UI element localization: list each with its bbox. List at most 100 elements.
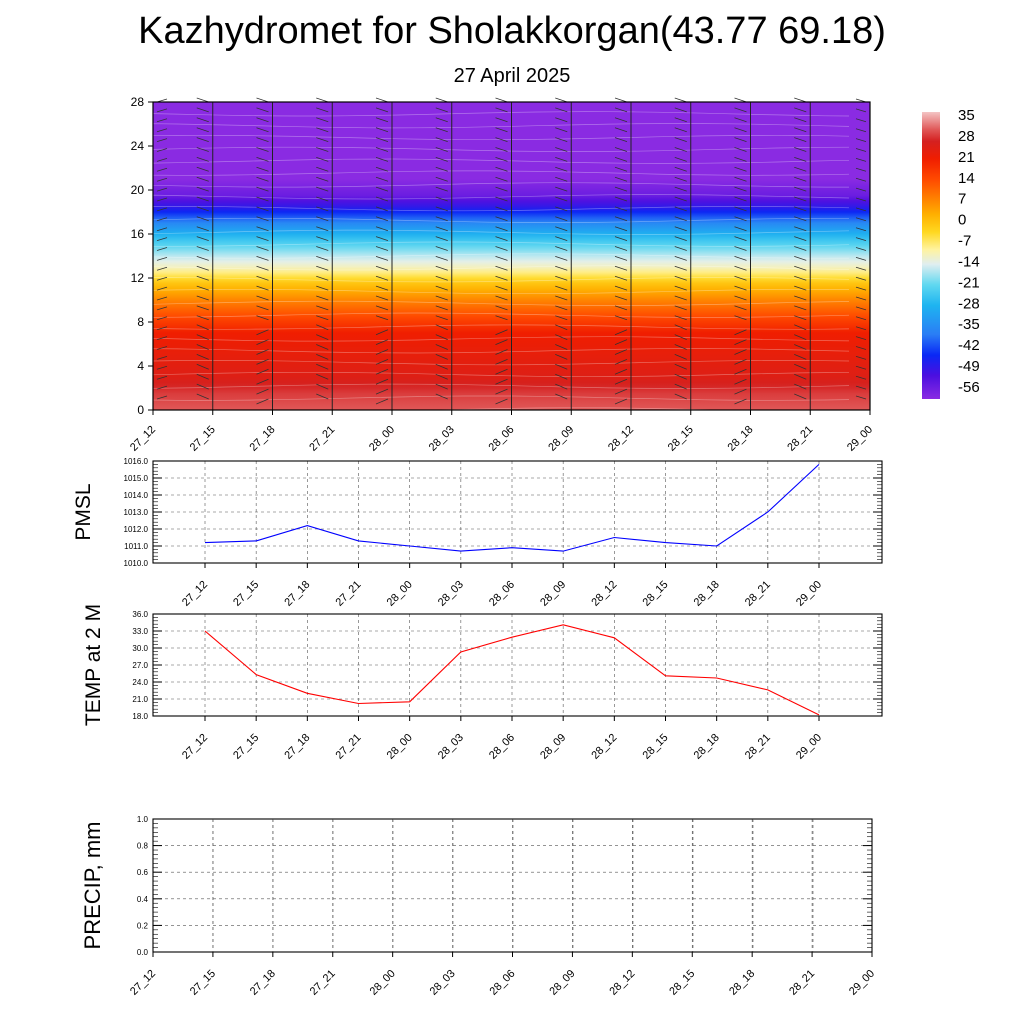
x-tick-label: 28_21 xyxy=(787,968,817,998)
wind-barb xyxy=(555,363,568,370)
contour-line xyxy=(152,206,850,212)
wind-barb xyxy=(734,107,747,113)
wind-barb xyxy=(614,236,628,241)
wind-barb xyxy=(495,147,508,152)
wind-barb xyxy=(375,305,389,311)
contour-line xyxy=(152,253,850,259)
wind-barb xyxy=(375,388,389,395)
series-line xyxy=(204,463,820,552)
wind-barb xyxy=(495,226,508,232)
wind-barb xyxy=(855,148,867,152)
colorbar-label: 35 xyxy=(958,107,975,124)
wind-barb xyxy=(316,275,329,281)
wind-barb xyxy=(614,137,628,142)
wind-barb xyxy=(196,354,209,360)
wind-barb xyxy=(256,196,269,202)
wind-barb xyxy=(196,186,209,192)
wind-barb xyxy=(614,329,628,336)
wind-barb xyxy=(794,354,807,360)
y-axis-label: PMSL xyxy=(72,483,95,540)
wind-barb xyxy=(555,157,568,162)
wind-barb xyxy=(375,265,389,271)
wind-barb xyxy=(734,398,747,405)
wind-barb xyxy=(256,206,269,212)
wind-barb xyxy=(375,329,389,336)
wind-barb xyxy=(375,226,389,232)
wind-barb xyxy=(435,176,448,182)
wind-barb xyxy=(734,166,747,172)
wind-barb xyxy=(256,157,269,162)
wind-barb xyxy=(256,295,269,301)
wind-barb xyxy=(196,383,209,390)
contour-line xyxy=(152,229,850,235)
colorbar-label: 7 xyxy=(958,191,966,208)
wind-barb xyxy=(855,336,867,340)
wind-barb xyxy=(196,373,209,380)
wind-barb xyxy=(614,117,628,123)
y-tick-label: 18.0 xyxy=(132,712,148,721)
wind-barb xyxy=(316,236,329,241)
wind-barb xyxy=(855,395,867,400)
wind-barb xyxy=(614,216,628,222)
cross-section-plot: 0 4 8 12 16 20 24 28 27_12 27_15 27_18 27_21 28_00 28… xyxy=(128,95,875,454)
wind-barb xyxy=(435,393,448,400)
y-tick-label: 1015.0 xyxy=(124,474,149,483)
wind-barb xyxy=(734,147,747,152)
y-tick-label: 8 xyxy=(137,315,144,329)
x-tick-label: 28_09 xyxy=(546,424,576,454)
wind-barb xyxy=(196,147,209,152)
wind-barb xyxy=(375,157,389,162)
wind-barb xyxy=(435,107,448,113)
wind-barb xyxy=(256,97,269,103)
x-tick-label: 28_12 xyxy=(606,424,636,454)
wind-barb xyxy=(196,246,209,251)
wind-barb xyxy=(734,275,747,281)
wind-barb xyxy=(316,363,329,370)
wind-barb xyxy=(316,176,329,182)
wind-barb xyxy=(855,237,867,241)
x-tick-label: 29_00 xyxy=(794,732,824,762)
wind-barb xyxy=(495,216,508,222)
y-tick-label: 36.0 xyxy=(132,610,148,619)
wind-barb xyxy=(614,157,628,162)
wind-barb xyxy=(794,147,807,152)
wind-barb xyxy=(495,295,508,301)
colorbar-label: -7 xyxy=(958,233,971,250)
contour-line xyxy=(152,265,850,271)
wind-barb xyxy=(674,196,687,202)
y-tick-label: 24 xyxy=(131,139,145,153)
wind-barb xyxy=(156,356,168,360)
wind-barb xyxy=(734,137,747,142)
colorbar-label: -28 xyxy=(958,295,980,312)
contour-line xyxy=(152,371,850,378)
wind-barb xyxy=(674,226,687,232)
wind-barb xyxy=(435,334,448,340)
wind-barb xyxy=(555,324,568,331)
wind-barb xyxy=(435,137,448,142)
wind-barb xyxy=(674,315,687,321)
wind-barb xyxy=(435,256,448,261)
colorbar-label: 14 xyxy=(958,170,975,187)
wind-barb xyxy=(734,265,747,271)
wind-barb xyxy=(375,295,389,301)
contour-line xyxy=(152,241,850,247)
wind-barb xyxy=(674,97,687,103)
wind-barb xyxy=(375,206,389,212)
wind-barb xyxy=(435,147,448,152)
y-tick-label: 33.0 xyxy=(132,627,148,636)
wind-barb xyxy=(555,196,568,202)
wind-barb xyxy=(555,275,568,281)
pmsl-plot: 1016.0 1015.0 1014.0 1013.0 1012.0 1011.0 1010… xyxy=(72,457,883,609)
wind-barb xyxy=(794,295,807,301)
colorbar-label: -35 xyxy=(958,316,980,333)
wind-barb xyxy=(435,117,448,123)
wind-barb xyxy=(375,285,389,291)
wind-barb xyxy=(614,107,628,113)
wind-barb xyxy=(734,378,747,385)
wind-barb xyxy=(855,177,867,182)
y-tick-label: 24.0 xyxy=(132,678,148,687)
wind-barb xyxy=(256,176,269,182)
wind-barb xyxy=(495,275,508,281)
wind-barb xyxy=(614,339,628,345)
wind-barb xyxy=(674,383,687,390)
